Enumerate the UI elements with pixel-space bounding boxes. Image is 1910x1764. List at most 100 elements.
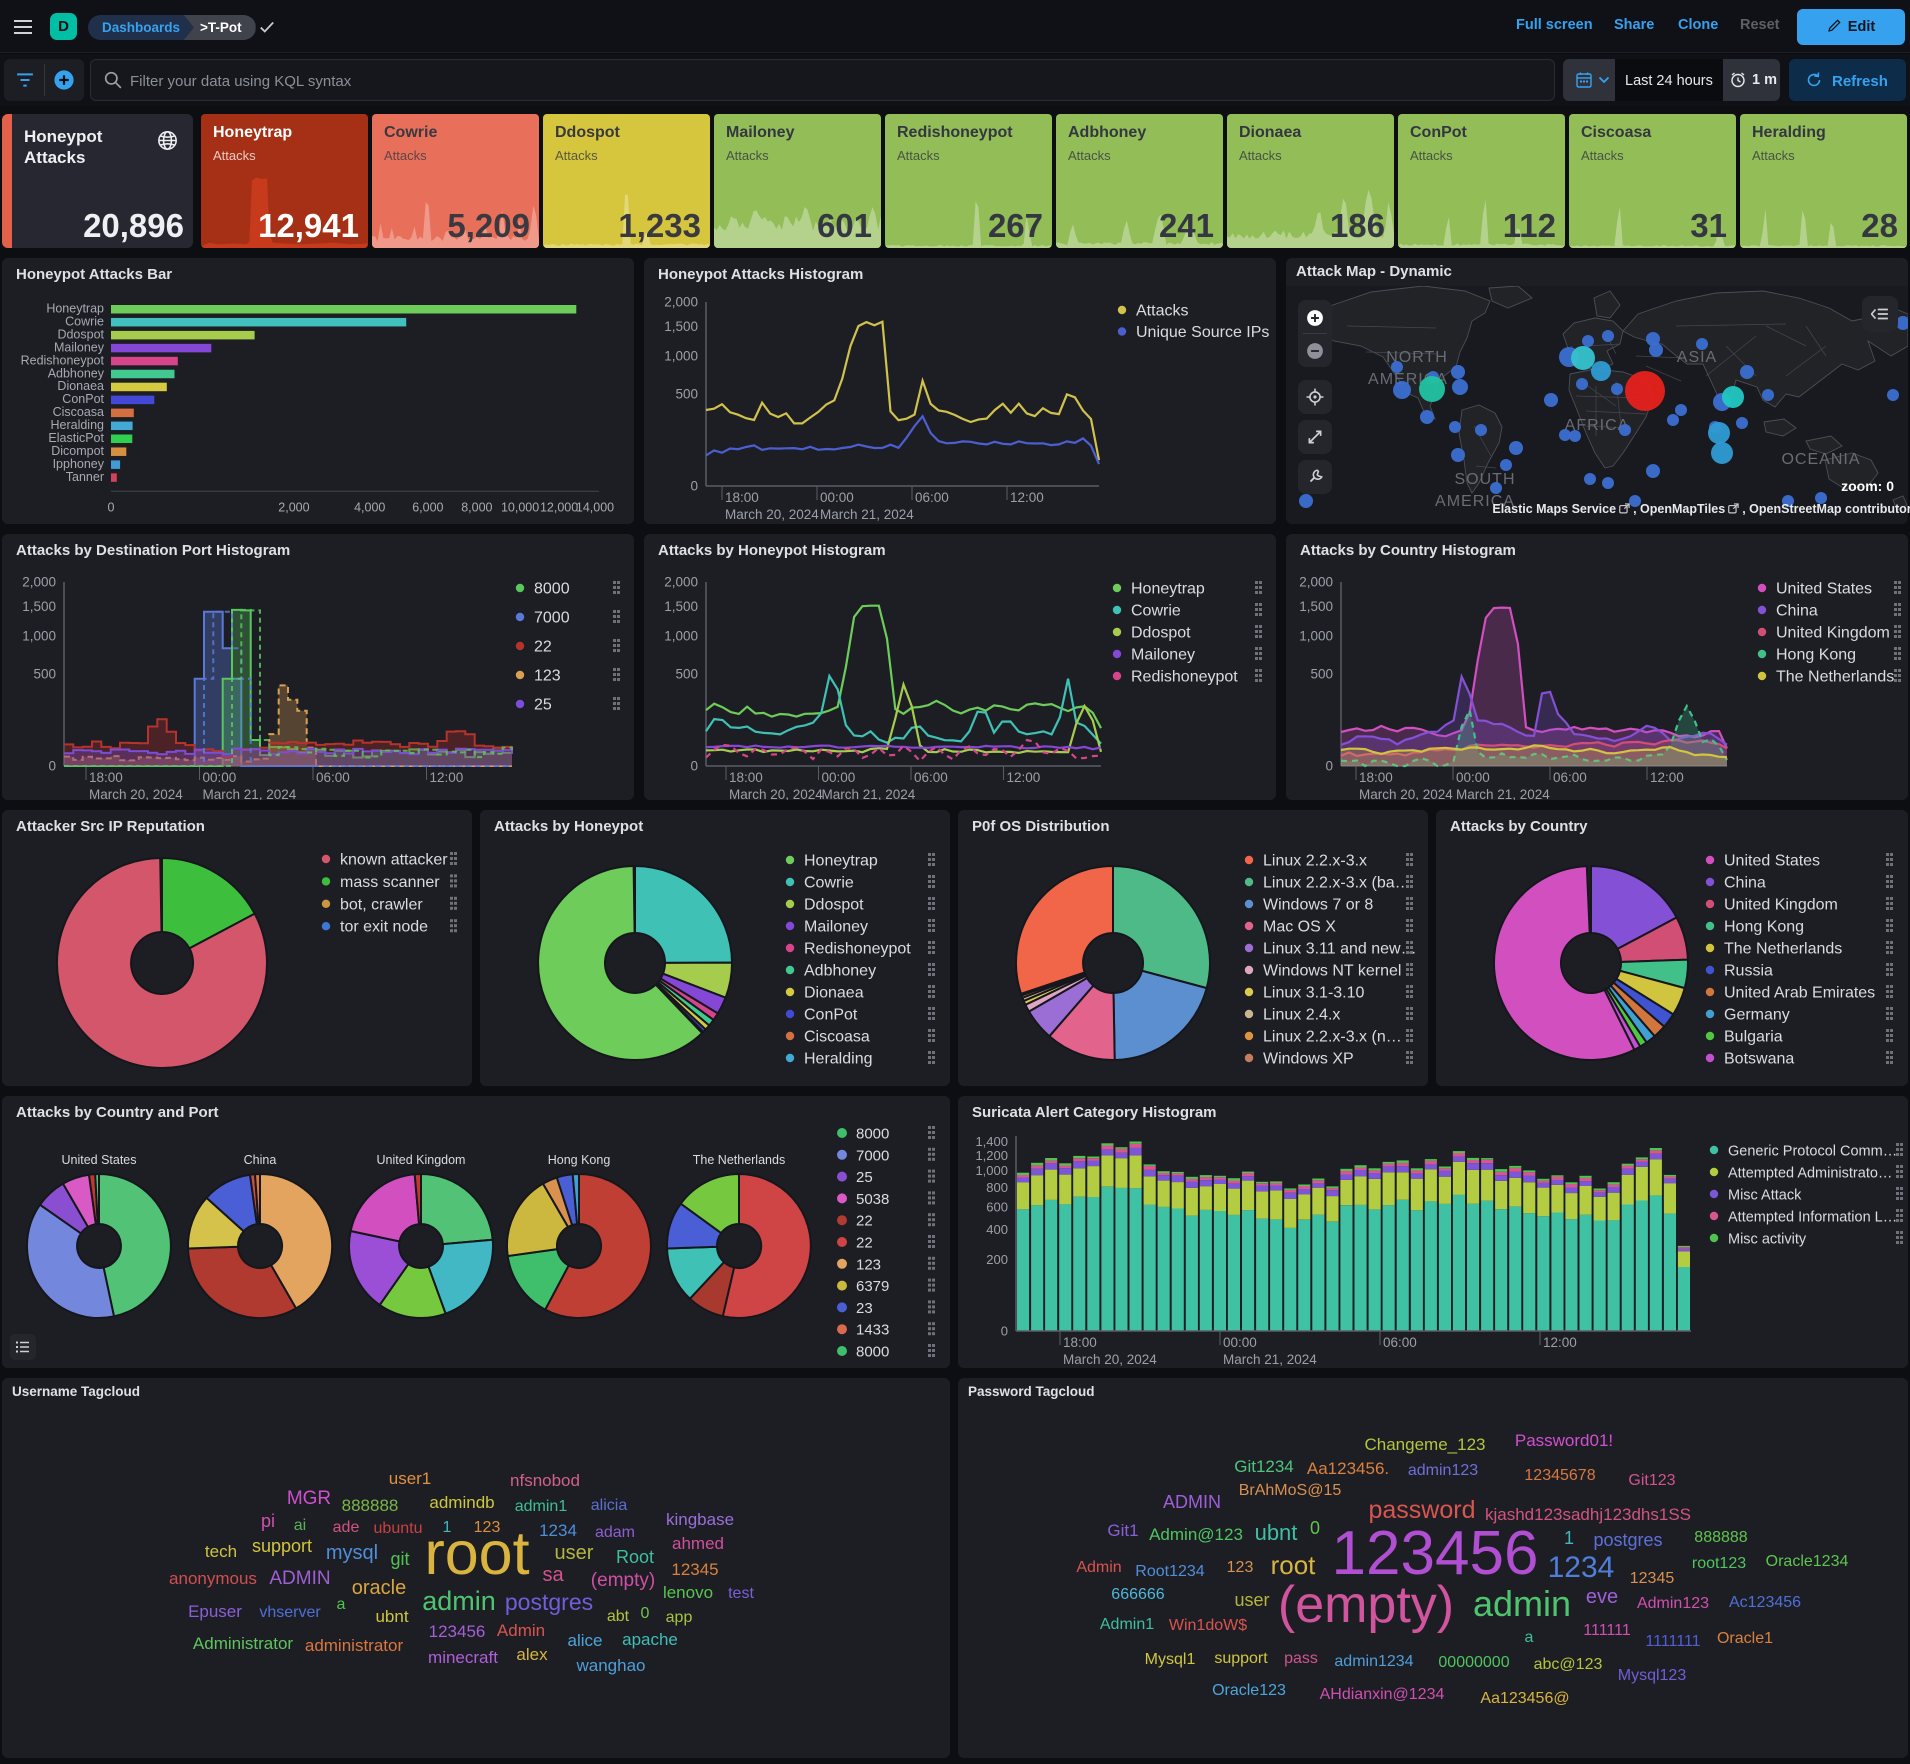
svg-text:18:00: 18:00 bbox=[729, 770, 763, 785]
svg-text:mysql: mysql bbox=[326, 1542, 378, 1564]
svg-text:ElasticPot: ElasticPot bbox=[48, 431, 104, 445]
svg-text:NORTH: NORTH bbox=[1386, 349, 1448, 366]
svg-text:alex: alex bbox=[516, 1645, 548, 1664]
svg-text:Git1: Git1 bbox=[1107, 1521, 1138, 1540]
svg-text:5038: 5038 bbox=[856, 1191, 889, 1208]
svg-text:Oracle123: Oracle123 bbox=[1212, 1682, 1286, 1699]
svg-text:Linux 2.2.x-3.x (n…: Linux 2.2.x-3.x (n… bbox=[1263, 1029, 1402, 1046]
svg-text:anonymous: anonymous bbox=[169, 1569, 257, 1588]
svg-text:0: 0 bbox=[641, 1605, 650, 1622]
svg-text:00:00: 00:00 bbox=[820, 490, 854, 505]
svg-text:123456: 123456 bbox=[429, 1622, 486, 1641]
svg-text:12:00: 12:00 bbox=[1010, 490, 1044, 505]
svg-text:(empty): (empty) bbox=[591, 1570, 655, 1591]
svg-text:United Kingdom: United Kingdom bbox=[1724, 897, 1838, 914]
svg-text:Mailoney: Mailoney bbox=[804, 919, 868, 936]
svg-text:Tanner: Tanner bbox=[66, 470, 104, 484]
svg-text:ade: ade bbox=[333, 1519, 360, 1536]
svg-text:pi: pi bbox=[261, 1511, 275, 1531]
svg-text:18:00: 18:00 bbox=[1063, 1335, 1097, 1350]
svg-text:adam: adam bbox=[595, 1524, 635, 1541]
svg-text:25: 25 bbox=[856, 1169, 873, 1186]
svg-text:Heralding: Heralding bbox=[50, 418, 104, 432]
svg-text:00:00: 00:00 bbox=[203, 770, 237, 785]
svg-text:200: 200 bbox=[986, 1252, 1008, 1267]
svg-text:AMERICA: AMERICA bbox=[1435, 493, 1515, 510]
svg-text:Admin: Admin bbox=[497, 1621, 545, 1640]
svg-text:Admin: Admin bbox=[1076, 1559, 1121, 1576]
svg-text:1,000: 1,000 bbox=[975, 1163, 1008, 1178]
svg-text:a: a bbox=[1525, 1629, 1534, 1646]
svg-text:root123: root123 bbox=[1692, 1555, 1746, 1572]
svg-text:ahmed: ahmed bbox=[672, 1534, 724, 1553]
svg-text:Hong Kong: Hong Kong bbox=[548, 1153, 611, 1167]
svg-text:6,000: 6,000 bbox=[412, 500, 443, 514]
svg-text:admin1234: admin1234 bbox=[1334, 1653, 1413, 1670]
svg-text:admin1: admin1 bbox=[515, 1498, 568, 1515]
svg-text:March 21, 2024: March 21, 2024 bbox=[1456, 787, 1550, 800]
svg-text:The Netherlands: The Netherlands bbox=[1776, 669, 1894, 686]
svg-text:Dionaea: Dionaea bbox=[57, 379, 104, 393]
svg-text:500: 500 bbox=[33, 667, 56, 682]
svg-text:ADMIN: ADMIN bbox=[1163, 1492, 1221, 1512]
svg-text:1,500: 1,500 bbox=[664, 599, 698, 614]
svg-text:Windows NT kernel: Windows NT kernel bbox=[1263, 963, 1401, 980]
svg-text:Redishoneypot: Redishoneypot bbox=[21, 353, 105, 367]
svg-text:18:00: 18:00 bbox=[1359, 770, 1393, 785]
svg-text:1,500: 1,500 bbox=[664, 319, 698, 334]
svg-text:888888: 888888 bbox=[1694, 1529, 1747, 1546]
svg-text:admin: admin bbox=[422, 1586, 496, 1616]
svg-text:zoom: 0: zoom: 0 bbox=[1841, 478, 1894, 494]
svg-text:China: China bbox=[1776, 603, 1818, 620]
svg-text:8000: 8000 bbox=[856, 1344, 889, 1361]
svg-text:March 20, 2024: March 20, 2024 bbox=[1359, 787, 1453, 800]
svg-text:Ipphoney: Ipphoney bbox=[53, 457, 105, 471]
svg-text:00:00: 00:00 bbox=[1223, 1335, 1257, 1350]
svg-text:Dionaea: Dionaea bbox=[804, 985, 864, 1002]
svg-text:1,200: 1,200 bbox=[975, 1148, 1008, 1163]
svg-text:abc@123: abc@123 bbox=[1534, 1656, 1603, 1673]
svg-text:2,000: 2,000 bbox=[1299, 575, 1333, 590]
svg-text:2,000: 2,000 bbox=[664, 295, 698, 310]
svg-text:admin: admin bbox=[1473, 1583, 1571, 1624]
svg-text:500: 500 bbox=[675, 387, 698, 402]
svg-text:123: 123 bbox=[534, 668, 561, 685]
svg-text:user: user bbox=[555, 1542, 594, 1564]
svg-text:Ddospot: Ddospot bbox=[804, 897, 864, 914]
svg-text:06:00: 06:00 bbox=[1553, 770, 1587, 785]
svg-text:user: user bbox=[1234, 1590, 1269, 1610]
svg-text:Unique Source IPs: Unique Source IPs bbox=[1136, 324, 1269, 341]
svg-text:user1: user1 bbox=[389, 1469, 432, 1488]
svg-text:March 21, 2024: March 21, 2024 bbox=[822, 787, 916, 800]
svg-text:lenovo: lenovo bbox=[663, 1583, 713, 1602]
svg-text:eve: eve bbox=[1586, 1586, 1618, 1608]
svg-text:1111111: 1111111 bbox=[1645, 1633, 1700, 1650]
svg-text:1,400: 1,400 bbox=[975, 1134, 1008, 1149]
svg-text:The Netherlands: The Netherlands bbox=[1724, 941, 1842, 958]
svg-text:Adbhoney: Adbhoney bbox=[48, 366, 105, 380]
svg-text:22: 22 bbox=[856, 1235, 873, 1252]
svg-text:00:00: 00:00 bbox=[822, 770, 856, 785]
svg-text:Honeytrap: Honeytrap bbox=[46, 302, 104, 316]
svg-text:March 20, 2024: March 20, 2024 bbox=[1063, 1352, 1157, 1367]
svg-text:6379: 6379 bbox=[856, 1278, 889, 1295]
svg-text:March 20, 2024: March 20, 2024 bbox=[725, 507, 819, 522]
svg-text:1,500: 1,500 bbox=[22, 599, 56, 614]
svg-text:Admin@123: Admin@123 bbox=[1149, 1525, 1243, 1544]
svg-text:Heralding: Heralding bbox=[804, 1051, 872, 1068]
svg-text:pass: pass bbox=[1284, 1650, 1318, 1667]
svg-text:MGR: MGR bbox=[287, 1488, 331, 1509]
svg-text:Hong Kong: Hong Kong bbox=[1724, 919, 1804, 936]
svg-text:Cowrie: Cowrie bbox=[804, 875, 854, 892]
svg-text:apache: apache bbox=[622, 1630, 678, 1649]
svg-text:ConPot: ConPot bbox=[804, 1007, 858, 1024]
svg-text:OCEANIA: OCEANIA bbox=[1781, 451, 1860, 468]
svg-text:12:00: 12:00 bbox=[1543, 1335, 1577, 1350]
svg-text:Redishoneypot: Redishoneypot bbox=[1131, 669, 1238, 686]
svg-text:root: root bbox=[424, 1519, 529, 1587]
svg-text:administrator: administrator bbox=[305, 1636, 404, 1655]
svg-text:Ddospot: Ddospot bbox=[1131, 625, 1191, 642]
svg-text:United Arab Emirates: United Arab Emirates bbox=[1724, 985, 1875, 1002]
svg-text:Generic Protocol Comm…: Generic Protocol Comm… bbox=[1728, 1144, 1897, 1160]
svg-text:ubnt: ubnt bbox=[1255, 1520, 1298, 1545]
